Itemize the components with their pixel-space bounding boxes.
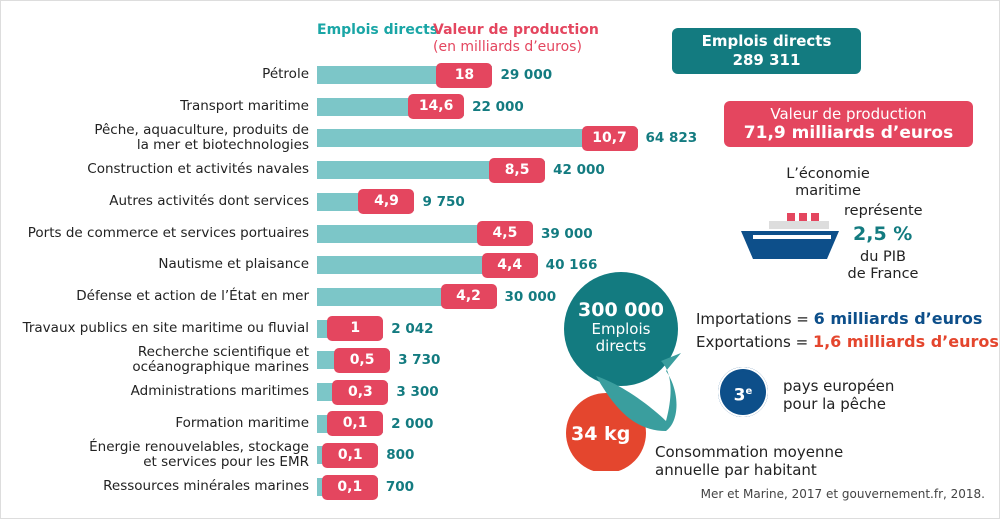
category-label: Recherche scientifique et océanographiqu…: [132, 344, 309, 376]
jobs-label: 40 166: [545, 257, 598, 274]
jobs-summary-value: 289 311: [732, 51, 801, 69]
category-label: Construction et activités navales: [87, 161, 309, 178]
consumption-line: annuelle par habitant: [655, 461, 817, 479]
economy-line: L’économie: [786, 166, 870, 182]
jobs-label: 22 000: [472, 98, 524, 115]
fishing-graphic: [564, 272, 681, 471]
category-label: Nautisme et plaisance: [158, 256, 309, 273]
category-label: Travaux publics en site maritime ou fluv…: [22, 319, 309, 336]
value-label: 0,1: [327, 411, 384, 437]
category-label: Administrations maritimes: [130, 383, 309, 399]
value-label: 10,7: [581, 125, 638, 151]
category-label: Ressources minérales marines: [103, 478, 309, 495]
jobs-label: 9 750: [422, 193, 465, 210]
jobs-label: 3 730: [398, 352, 441, 369]
jobs-label: 700: [385, 479, 415, 496]
imports-label: Importations =: [696, 310, 814, 328]
value-label: 0,1: [322, 442, 379, 468]
jobs-summary-title: Emplois directs: [701, 32, 832, 50]
rank-badge: 3e: [718, 367, 768, 417]
imports-value: 6 milliards d’euros: [813, 309, 983, 328]
category-label: Pétrole: [262, 66, 309, 82]
jobs-label: 42 000: [553, 162, 605, 179]
jobs-label: 64 823: [645, 130, 698, 147]
imports-line: Importations = 6 milliards d’euros: [696, 309, 983, 329]
value-summary-box: Valeur de production 71,9 milliards d’eu…: [724, 101, 973, 147]
source-note: Mer et Marine, 2017 et gouvernement.fr, …: [700, 487, 985, 501]
jobs-summary-box: Emplois directs 289 311: [672, 28, 861, 74]
category-label: Ports de commerce et services portuaires: [27, 224, 309, 241]
economy-line: représente: [844, 203, 923, 219]
value-label: 18: [436, 62, 493, 88]
jobs-label: 39 000: [540, 225, 593, 242]
gdp-percent: 2,5 %: [853, 223, 913, 245]
jobs-bar: [317, 129, 638, 148]
value-label: 0,1: [321, 474, 378, 500]
jobs-circle: [564, 272, 678, 386]
value-summary-title: Valeur de production: [770, 105, 927, 123]
consumption-text: Consommation moyenne annuelle par habita…: [655, 443, 843, 479]
value-label: 4,2: [440, 284, 497, 310]
category-label: Autres activités dont services: [109, 192, 309, 209]
value-label: 14,6: [408, 94, 465, 120]
rank-text: pays européen pour la pêche: [783, 377, 894, 413]
value-summary-value: 71,9 milliards d’euros: [743, 123, 954, 143]
fish-icon: [596, 353, 681, 431]
rank-suffix: e: [745, 386, 753, 397]
category-label: Défense et action de l’État en mer: [76, 287, 309, 304]
jobs-label: 2 000: [391, 415, 434, 432]
consumption-value: 34 kg: [571, 423, 631, 445]
value-label: 0,3: [332, 379, 389, 405]
category-label: Transport maritime: [180, 97, 309, 114]
category-label: Pêche, aquaculture, produits de la mer e…: [94, 122, 309, 154]
jobs-label: 800: [386, 447, 415, 464]
jobs-circle-text: 300 000 Emplois directs: [563, 299, 679, 355]
rank-line: pour la pêche: [783, 395, 887, 413]
economy-text-2: du PIB de France: [847, 249, 919, 283]
value-label: 0,5: [334, 347, 391, 373]
economy-line: maritime: [795, 183, 861, 199]
exports-label: Exportations =: [696, 333, 813, 351]
ship-icon: [741, 213, 839, 259]
value-label: 4,9: [358, 189, 415, 215]
rank-number: 3: [733, 385, 746, 406]
exports-line: Exportations = 1,6 milliards d’euros: [696, 332, 999, 352]
jobs-label: 3 300: [396, 384, 439, 400]
economy-line: de France: [847, 266, 919, 282]
legend-jobs: Emplois directs: [317, 22, 439, 38]
jobs-label: 29 000: [500, 67, 553, 83]
category-label: Énergie renouvelables, stockage et servi…: [89, 439, 309, 471]
jobs-bar: [317, 161, 546, 180]
category-label: Formation maritime: [175, 414, 309, 431]
value-label: 1: [327, 316, 384, 342]
value-label: 8,5: [489, 157, 546, 183]
rank-line: pays européen: [783, 377, 895, 395]
jobs-label: 30 000: [504, 288, 557, 305]
jobs-label: 2 042: [391, 320, 434, 337]
value-label: 4,5: [476, 221, 533, 246]
fishing-jobs-label: directs: [595, 337, 647, 355]
economy-line: du PIB: [860, 249, 906, 265]
consumption-line: Consommation moyenne: [655, 443, 844, 461]
exports-value: 1,6 milliards d’euros: [812, 332, 999, 351]
fishing-jobs-value: 300 000: [578, 299, 664, 321]
economy-text: L’économie maritime: [768, 166, 888, 200]
value-label: 4,4: [481, 252, 538, 278]
legend-value-unit: (en milliards d’euros): [433, 39, 582, 55]
legend-value: Valeur de production: [433, 22, 599, 38]
fishing-jobs-label: Emplois: [591, 320, 651, 338]
